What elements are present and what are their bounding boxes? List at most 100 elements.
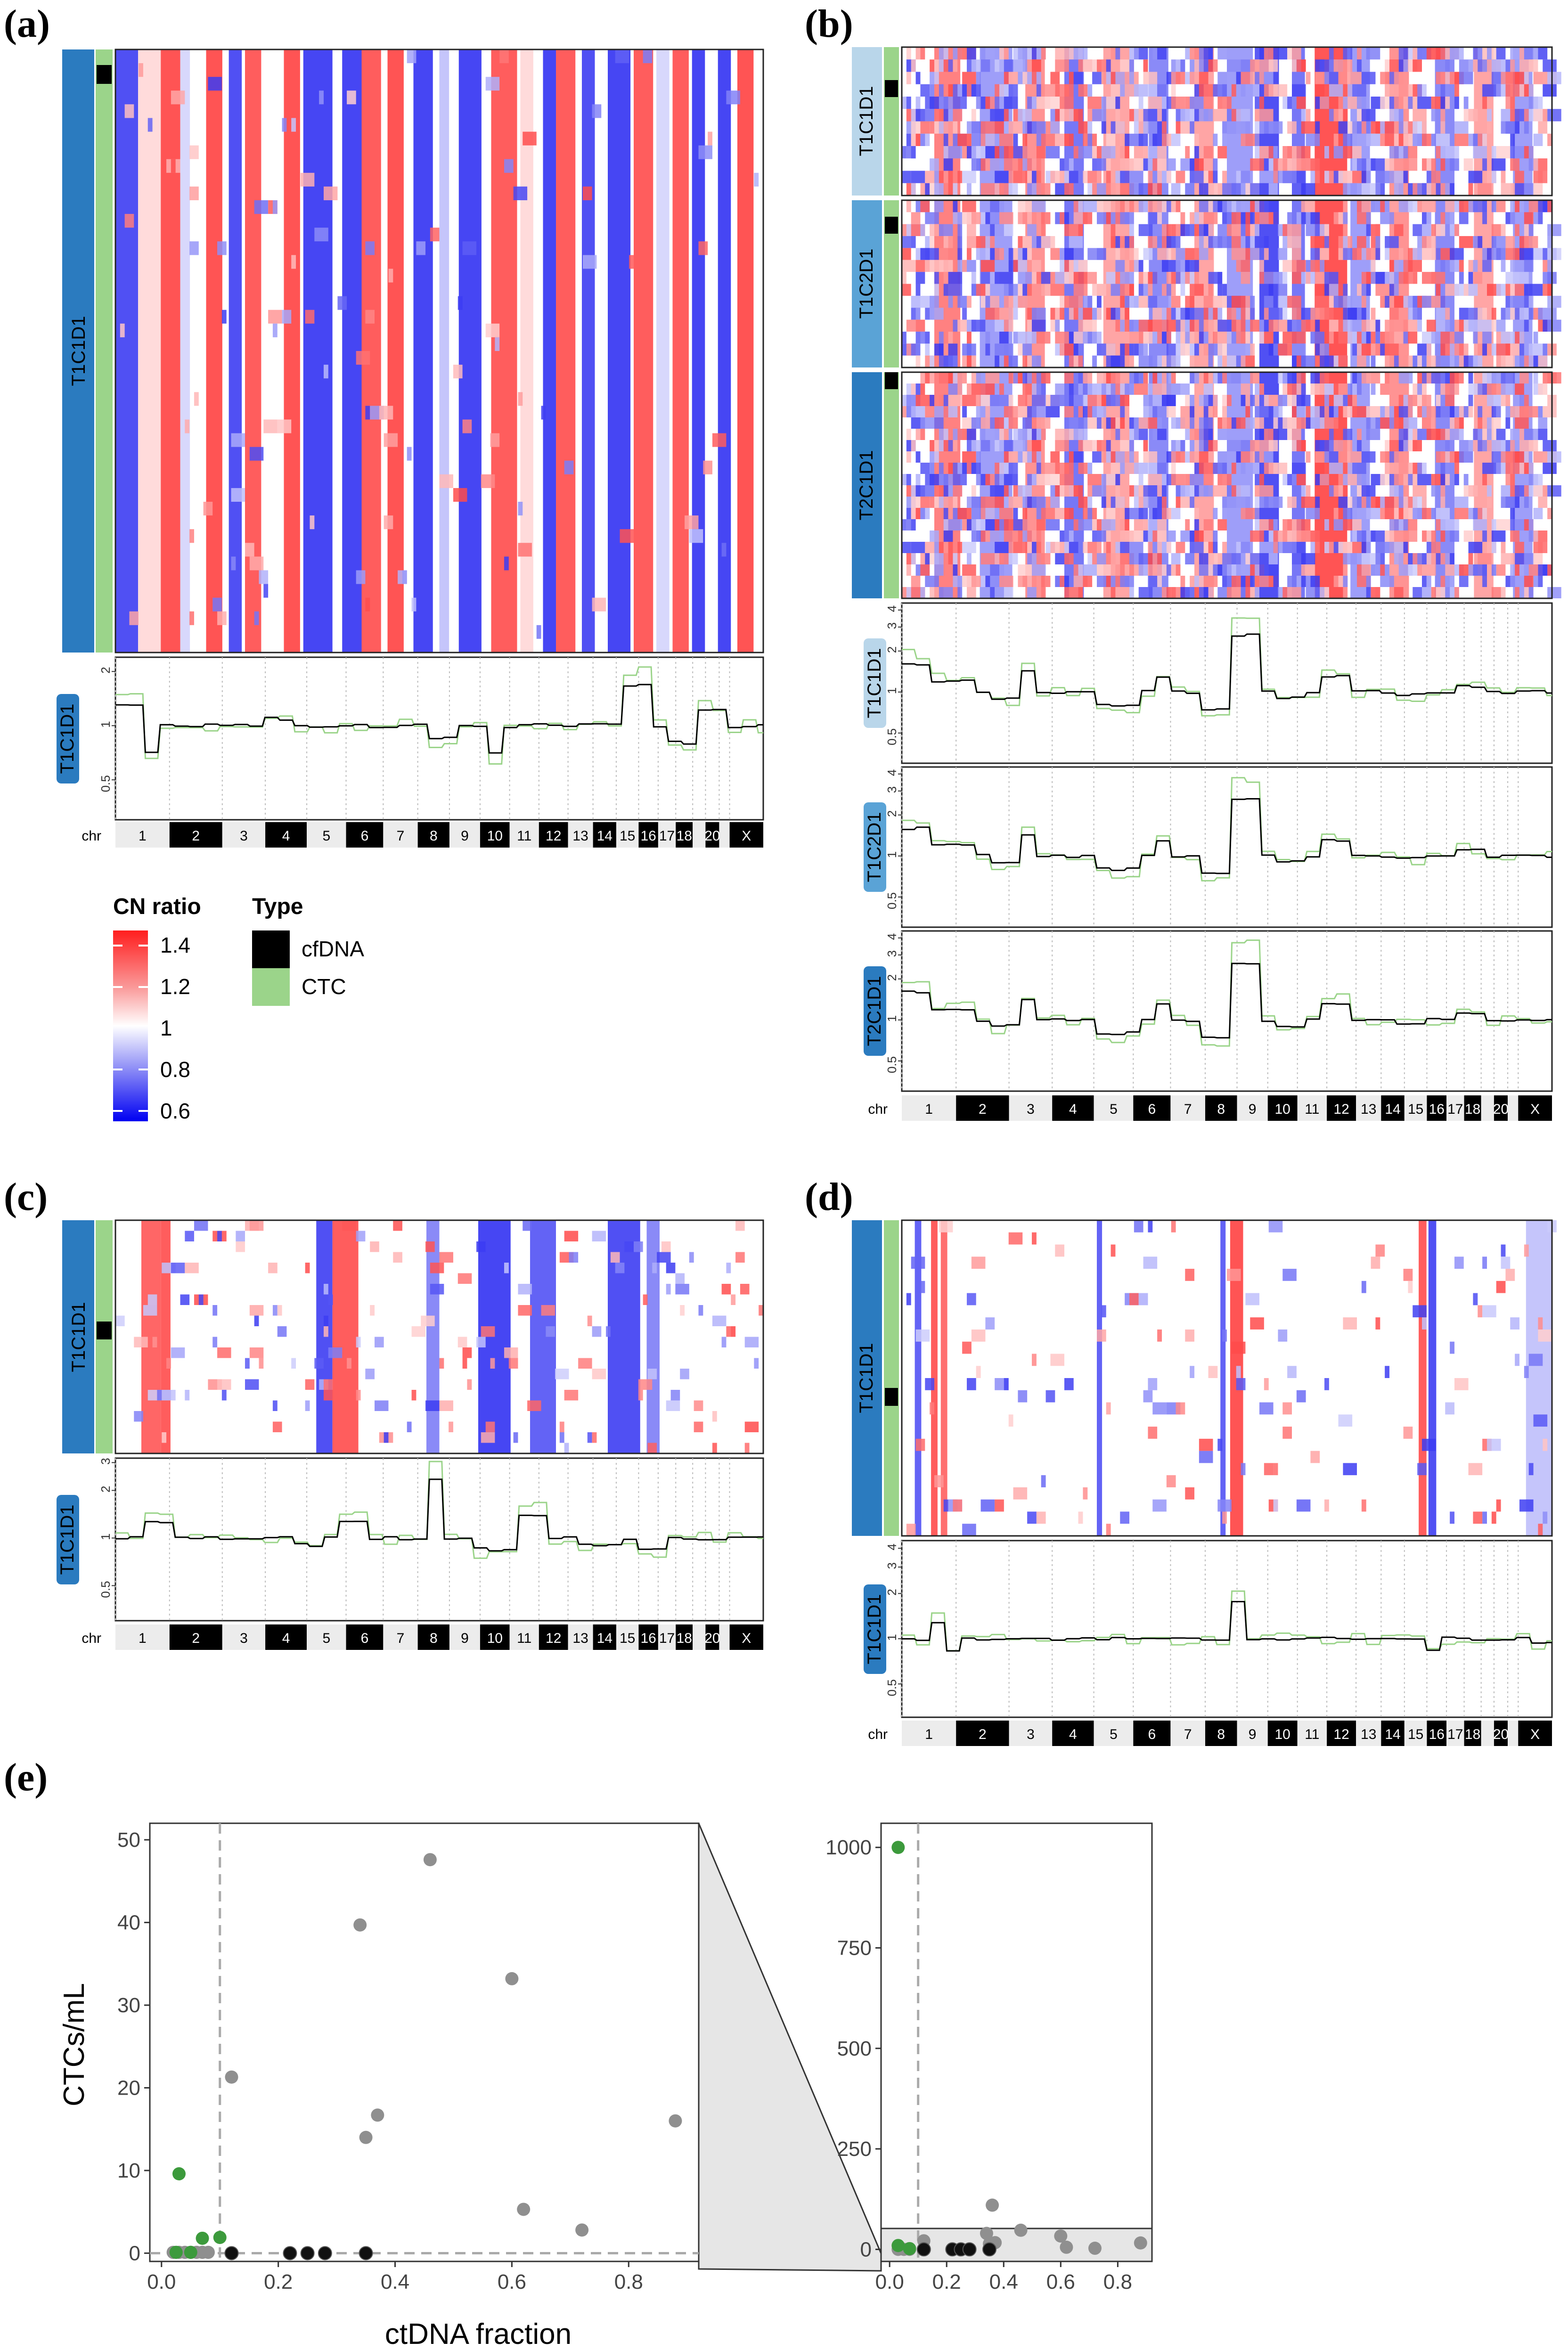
heatmap-cell: [1478, 553, 1492, 564]
heatmap-cell: [1278, 284, 1288, 296]
heatmap-cell: [1361, 485, 1376, 497]
heatmap-cell: [1445, 308, 1450, 320]
heatmap-cell: [1120, 395, 1125, 406]
cfdna-series: [902, 798, 1552, 874]
heatmap-cell: [559, 1421, 564, 1432]
heatmap-cell: [999, 200, 1004, 212]
heatmap-cell: [1166, 1475, 1176, 1487]
heatmap-cell: [1450, 553, 1454, 564]
heatmap-cell: [1473, 331, 1478, 344]
heatmap-cell: [971, 319, 986, 332]
heatmap-cell: [915, 429, 921, 440]
heatmap-cell: [1055, 59, 1069, 72]
heatmap-cell: [370, 1241, 379, 1252]
heatmap-cell: [1245, 121, 1250, 134]
heatmap-cell: [1528, 440, 1538, 451]
heatmap-cell: [1236, 224, 1241, 237]
heatmap-cell: [1078, 47, 1088, 60]
heatmap-cell: [1185, 1329, 1194, 1342]
heatmap-cell: [1176, 355, 1181, 367]
heatmap-cell: [1440, 295, 1446, 308]
heatmap-cell: [1018, 109, 1032, 122]
heatmap-cell: [1004, 474, 1018, 485]
heatmap-cell: [1287, 295, 1301, 308]
heatmap-cell: [1171, 97, 1185, 109]
heatmap-cell: [1343, 295, 1353, 308]
heatmap-cell: [1073, 47, 1078, 60]
heatmap-cell: [249, 556, 264, 571]
heatmap-cell: [1004, 485, 1009, 497]
cn-value-2: 1.2: [160, 974, 190, 999]
heatmap-cell: [1208, 587, 1213, 598]
heatmap-cell: [1222, 171, 1227, 183]
heatmap-cell: [1157, 171, 1162, 183]
chr-tick-label: 14: [597, 1631, 612, 1646]
y-tick-label: 1: [885, 1015, 899, 1022]
heatmap-cell: [1013, 171, 1023, 183]
heatmap-cell: [995, 497, 999, 508]
heatmap-segment: [692, 49, 705, 653]
heatmap-cell: [1190, 542, 1194, 553]
heatmap-cell: [1445, 440, 1450, 451]
heatmap-cell: [1515, 463, 1519, 474]
heatmap-cell: [980, 429, 986, 440]
heatmap-cell: [1008, 395, 1013, 406]
heatmap-cell: [962, 1524, 976, 1536]
heatmap-cell: [1338, 284, 1343, 296]
heatmap-cell: [1417, 248, 1422, 260]
chr-tick-label: 8: [1217, 1102, 1225, 1117]
heatmap-cell: [1505, 236, 1515, 248]
heatmap-cell: [1134, 463, 1148, 474]
heatmap-cell: [1203, 519, 1213, 530]
heatmap-cell: [1459, 343, 1464, 356]
heatmap-cell: [1292, 260, 1297, 272]
heatmap-cell: [1264, 295, 1274, 308]
heatmap-cell: [1398, 183, 1404, 196]
heatmap-cell: [902, 331, 906, 344]
heatmap-cell: [1203, 553, 1209, 564]
chr-band: [449, 822, 480, 848]
heatmap-cell: [1157, 109, 1162, 122]
heatmap-cell: [1310, 260, 1320, 272]
heatmap-cell: [1255, 451, 1259, 463]
heatmap-cell: [1092, 72, 1102, 84]
heatmap-cell: [1134, 530, 1143, 542]
heatmap-cell: [1185, 331, 1190, 344]
ratio-sample-tag: [864, 802, 886, 892]
heatmap-cell: [1333, 295, 1343, 308]
heatmap-segment: [439, 49, 449, 653]
chr-tick-label: 8: [430, 1631, 438, 1646]
heatmap-cell: [541, 1305, 555, 1316]
heatmap-cell: [1301, 372, 1306, 384]
heatmap-cell: [1333, 133, 1339, 146]
heatmap-cell: [1505, 1269, 1515, 1281]
heatmap-cell: [1241, 171, 1250, 183]
heatmap-cell: [1241, 451, 1250, 463]
heatmap-cell: [1491, 519, 1496, 530]
heatmap-cell: [1073, 272, 1088, 284]
heatmap-cell: [1501, 542, 1506, 553]
heatmap-cell: [948, 331, 953, 344]
chr-band: [1205, 1095, 1237, 1121]
heatmap-cell: [1482, 1511, 1487, 1524]
heatmap-cell: [1273, 171, 1278, 183]
heatmap-cell: [1473, 519, 1487, 530]
heatmap-cell: [1106, 212, 1111, 224]
heatmap-cell: [1078, 564, 1083, 576]
heatmap-cell: [1292, 59, 1297, 72]
heatmap-cell: [1445, 564, 1454, 576]
heatmap-cell: [1459, 576, 1469, 587]
heatmap-cell: [1422, 508, 1431, 519]
heatmap-cell: [1185, 146, 1190, 159]
chr-band: [1170, 1095, 1205, 1121]
heatmap-cell: [1134, 248, 1139, 260]
heatmap-cell: [1106, 59, 1111, 72]
heatmap-cell: [1375, 319, 1380, 332]
heatmap-cell: [1389, 519, 1394, 530]
heatmap-cell: [995, 417, 1004, 429]
heatmap-cell: [1533, 474, 1543, 485]
heatmap-cell: [1468, 284, 1478, 296]
chr-band: [1133, 1095, 1171, 1121]
heatmap-cell: [1236, 485, 1250, 497]
heatmap-cell: [1510, 158, 1519, 171]
